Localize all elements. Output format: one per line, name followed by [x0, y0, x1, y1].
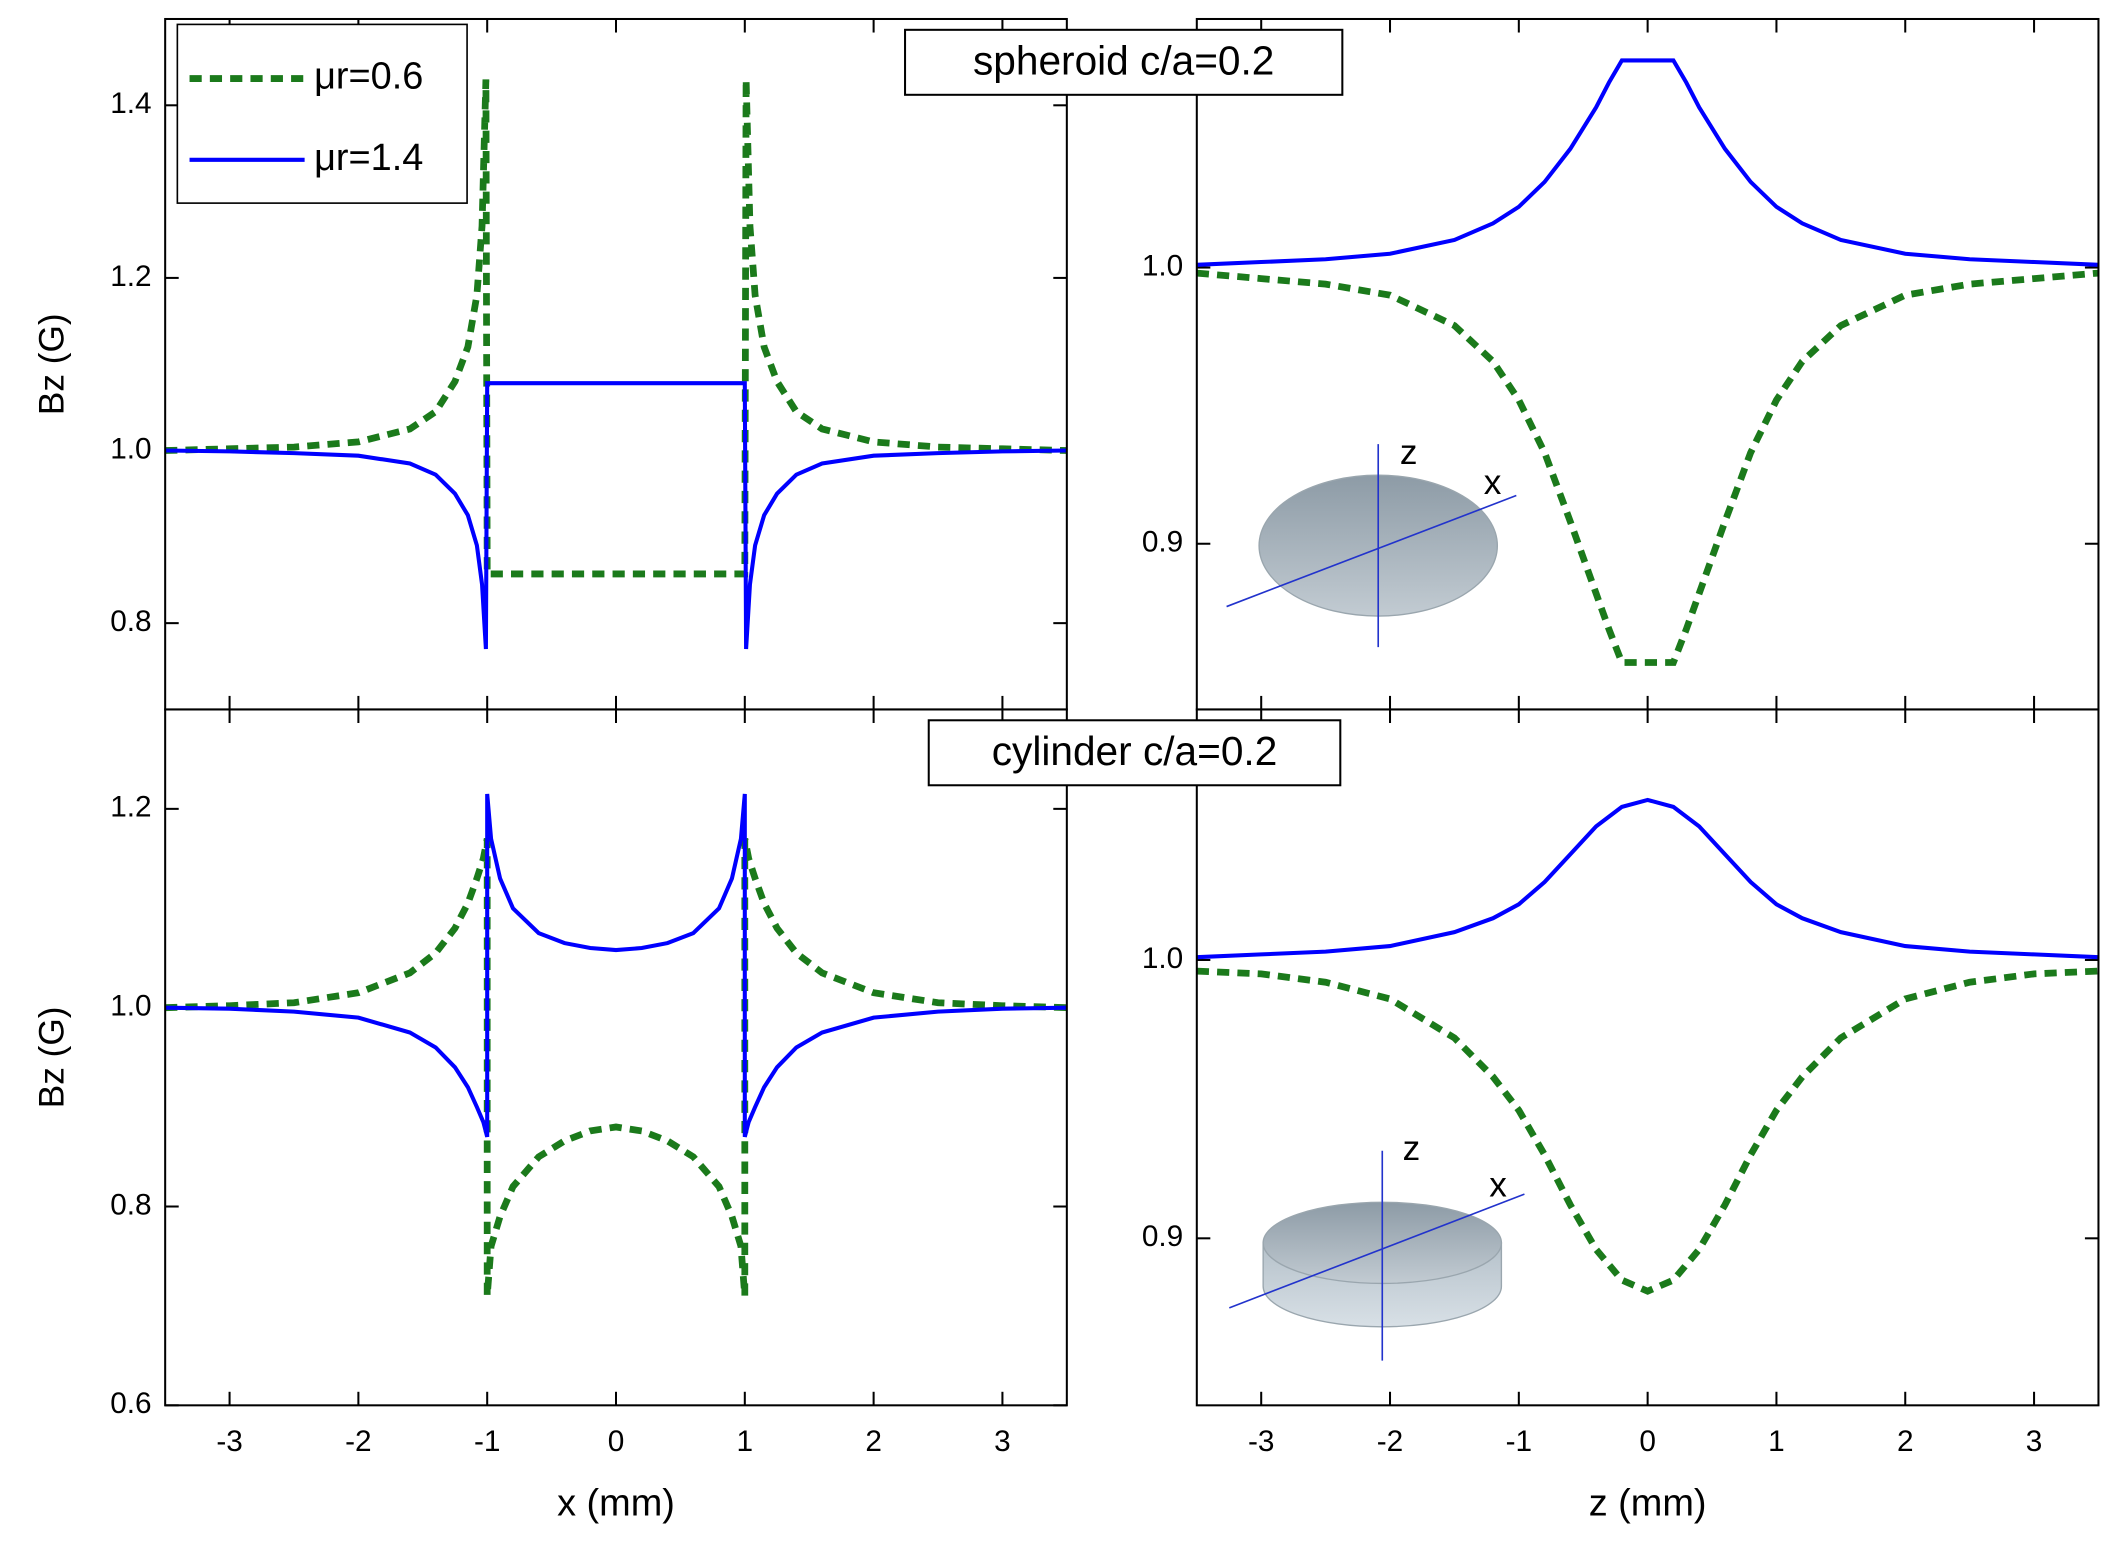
- legend-box: [176, 23, 468, 204]
- series-line: [165, 793, 1067, 1138]
- y-tick-label: 1.2: [110, 260, 151, 293]
- panel: 0.9 1.0: [1142, 17, 2100, 711]
- inset-axis-label: x: [1489, 1166, 1507, 1205]
- plot-frame: [1195, 17, 2100, 711]
- series-line: [165, 838, 1067, 1297]
- x-tick-label: -1: [1506, 1425, 1532, 1458]
- chart-title: spheroid c/a=0.2: [973, 37, 1274, 83]
- y-tick-label: 0.8: [110, 1188, 151, 1221]
- x-tick-label: 2: [865, 1425, 882, 1458]
- x-tick-label: -2: [345, 1425, 371, 1458]
- spheroid-inset: z x: [1226, 433, 1517, 648]
- series-line: [1196, 269, 2099, 666]
- x-tick-label: -3: [1248, 1425, 1274, 1458]
- x-tick-label: 3: [2026, 1425, 2043, 1458]
- inset-axis-label: z: [1400, 433, 1418, 472]
- cylinder-inset: z x: [1229, 1129, 1525, 1361]
- y-tick-label: 0.9: [1142, 1220, 1183, 1253]
- plot-frame: [164, 17, 1068, 711]
- y-tick-label: 1.4: [110, 87, 151, 120]
- title-frame: [927, 719, 1342, 787]
- panel: -3 -2 -1 0 1 2 3 0.9 1.0 z (mm): [1142, 708, 2100, 1525]
- panel: 0.8 1.0 1.2 1.4 Bz (G): [32, 17, 1068, 711]
- y-tick-label: 0.9: [1142, 526, 1183, 559]
- series-line: [165, 79, 1067, 578]
- x-axis-label: x (mm): [557, 1483, 675, 1525]
- x-tick-label: 1: [1768, 1425, 1785, 1458]
- legend-label: μr=0.6: [314, 56, 423, 98]
- y-tick-label: 1.2: [110, 791, 151, 824]
- inset-axis-label: x: [1484, 463, 1502, 502]
- panel: -3 -2 -1 0 1 2 3 0.6 0.8 1.0 1.2 Bz (G) x (mm): [32, 708, 1068, 1525]
- y-tick-label: 1.0: [1142, 942, 1183, 975]
- plot-frame: [164, 708, 1068, 1407]
- x-tick-label: -1: [474, 1425, 500, 1458]
- x-tick-label: 0: [608, 1425, 625, 1458]
- series-line: [165, 381, 1067, 650]
- legend-label: μr=1.4: [314, 137, 423, 179]
- y-tick-label: 1.0: [110, 432, 151, 465]
- y-tick-label: 0.8: [110, 605, 151, 638]
- y-tick-label: 1.0: [1142, 249, 1183, 282]
- title-box: cylinder c/a=0.2: [927, 719, 1342, 787]
- title-frame: [904, 28, 1344, 96]
- x-tick-label: -3: [216, 1425, 242, 1458]
- series-line: [1196, 58, 2099, 267]
- y-tick-label: 0.6: [110, 1387, 151, 1420]
- y-axis-label: Bz (G): [32, 1007, 71, 1109]
- y-tick-label: 1.0: [110, 990, 151, 1023]
- series-line: [1196, 967, 2099, 1295]
- x-axis-label: z (mm): [1589, 1483, 1707, 1525]
- chart-title: cylinder c/a=0.2: [992, 728, 1278, 774]
- series-line: [1196, 797, 2099, 960]
- inset-axis-label: z: [1403, 1129, 1421, 1168]
- x-tick-label: 3: [994, 1425, 1011, 1458]
- legend: μr=0.6 μr=1.4: [176, 23, 468, 204]
- title-box: spheroid c/a=0.2: [904, 28, 1344, 96]
- x-tick-label: 2: [1897, 1425, 1914, 1458]
- x-tick-label: 1: [737, 1425, 754, 1458]
- x-tick-label: 0: [1639, 1425, 1656, 1458]
- y-axis-label: Bz (G): [32, 313, 71, 415]
- x-tick-label: -2: [1377, 1425, 1403, 1458]
